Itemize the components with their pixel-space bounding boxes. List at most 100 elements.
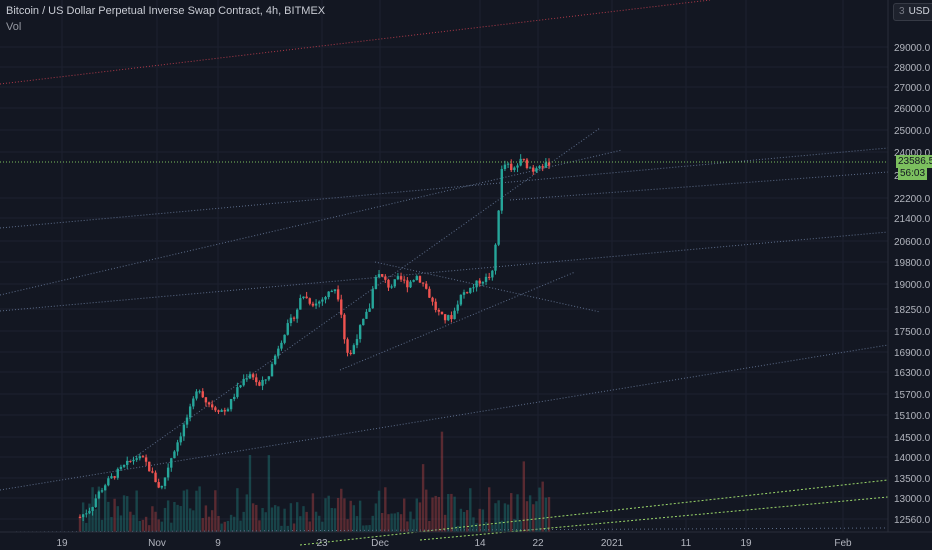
volume-bar [318, 515, 321, 532]
volume-bar [396, 512, 400, 532]
candle-body [437, 309, 441, 312]
candle-body [459, 294, 463, 305]
candle-body [245, 378, 249, 380]
candle-body [211, 404, 214, 408]
candle-body [173, 451, 176, 459]
trendline [339, 271, 576, 371]
candle-body [472, 287, 475, 289]
volume-bar [321, 521, 324, 532]
volume-bar [544, 497, 548, 532]
volume-bar [195, 490, 198, 532]
candle-body [365, 311, 368, 319]
volume-bar [204, 505, 208, 532]
time-axis[interactable]: 19 Nov 9 23 Dec 14 22 2021 11 19 Feb [56, 538, 852, 549]
volume-bar [132, 514, 135, 532]
volume-bar [456, 525, 459, 532]
time-tick-label: 11 [681, 538, 692, 549]
candle-body [122, 464, 126, 467]
volume-bar [217, 515, 220, 532]
volume-bar [97, 486, 101, 532]
volume-bar [506, 504, 510, 532]
candle-body [292, 317, 296, 319]
candle-body [94, 498, 97, 508]
candle-body [207, 402, 211, 405]
candle-body [494, 244, 497, 271]
candle-body [478, 280, 481, 284]
volume-bar [352, 505, 356, 532]
candle-body [110, 476, 113, 479]
volume-histogram [78, 431, 551, 532]
volume-bar [255, 504, 258, 532]
volume-bar [258, 520, 261, 532]
candle-body [465, 292, 469, 294]
volume-bar [166, 500, 170, 532]
price-tick-label: 16300.0 [894, 368, 931, 379]
volume-bar [362, 525, 365, 532]
candle-body [425, 283, 428, 289]
price-tick-label: 25000.0 [894, 126, 931, 137]
candle-body [453, 310, 456, 320]
candle-body [447, 315, 450, 321]
volume-bar [185, 489, 189, 532]
candle-body [487, 276, 491, 278]
volume-indicator-label[interactable]: Vol [6, 21, 22, 33]
candle-body [403, 279, 406, 281]
candle-body [346, 339, 349, 353]
candle-body [324, 297, 327, 300]
candle-body [547, 162, 551, 166]
candle-body [418, 276, 422, 283]
time-tick-label: Dec [371, 538, 389, 549]
volume-bar [497, 500, 500, 532]
candle-body [484, 276, 488, 282]
volume-bar [494, 503, 497, 532]
volume-bar [173, 501, 176, 532]
candle-body [182, 424, 186, 437]
candle-body [226, 409, 230, 412]
candle-body [154, 472, 157, 483]
volume-bar [459, 508, 463, 532]
scale-currency: USD [908, 6, 930, 17]
volume-bar [116, 506, 119, 532]
candle-body [239, 385, 242, 388]
price-tick-label: 18250.0 [894, 305, 931, 316]
volume-bar [239, 520, 242, 532]
candle-body [532, 167, 535, 172]
candle-body [129, 460, 132, 462]
candle-body [270, 364, 274, 377]
scale-count: 3 [899, 6, 905, 17]
volume-bar [188, 508, 192, 532]
candle-body [160, 485, 164, 488]
volume-bar [425, 489, 428, 532]
candle-body [248, 374, 252, 379]
volume-bar [110, 517, 113, 532]
volume-bar [264, 512, 267, 532]
volume-bar [522, 461, 526, 532]
volume-bar [302, 506, 305, 532]
volume-bar [245, 494, 249, 532]
volume-bar [311, 493, 315, 532]
trendline [127, 127, 601, 463]
volume-bar [447, 494, 450, 532]
clipped-price-tick: 2 [894, 171, 900, 182]
candle-body [144, 457, 148, 462]
currency-scale-button[interactable]: 3 USD [893, 3, 932, 21]
candle-body [380, 274, 384, 277]
candle-body [119, 466, 123, 469]
volume-bar [248, 454, 252, 532]
candle-body [541, 166, 544, 168]
volume-bar [346, 519, 349, 532]
price-axis[interactable]: 29000.0 28000.0 27000.0 26000.0 25000.0 24000… [894, 43, 931, 526]
volume-bar [207, 516, 211, 532]
volume-bar [214, 490, 217, 532]
volume-bar [500, 520, 503, 532]
candle-body [519, 158, 522, 166]
volume-bar [305, 511, 308, 532]
volume-bar [478, 508, 481, 532]
candle-body [107, 478, 110, 486]
candle-body [185, 417, 189, 425]
candle-body [362, 318, 365, 326]
candle-body [396, 276, 400, 280]
volume-bar [503, 503, 507, 532]
candle-body [535, 168, 538, 172]
